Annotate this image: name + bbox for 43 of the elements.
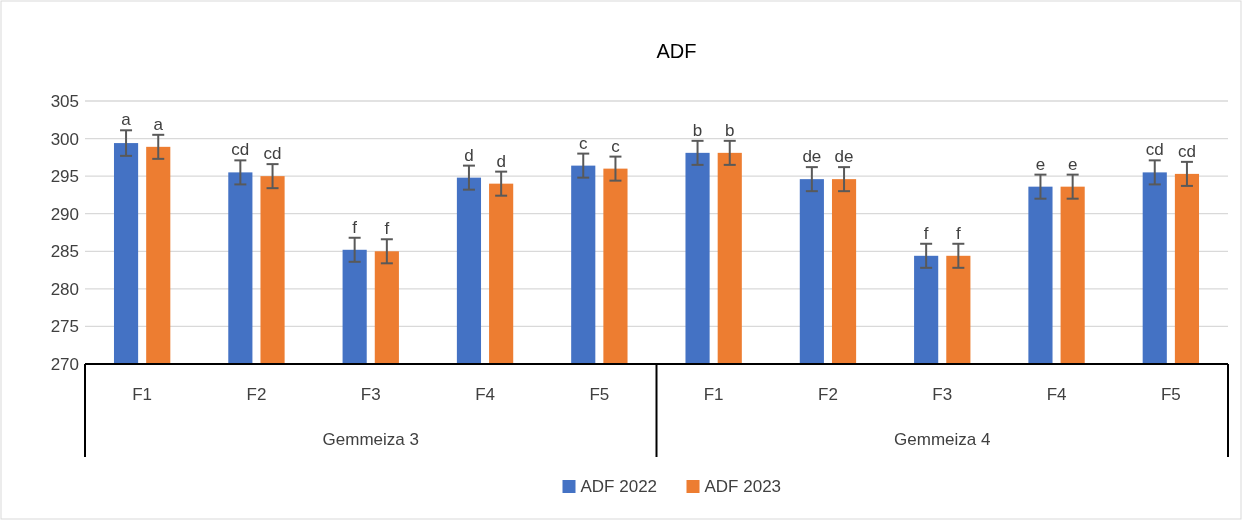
y-tick-label: 305: [50, 91, 79, 111]
data-label: a: [121, 110, 132, 130]
data-label: cd: [263, 144, 282, 164]
data-label: cd: [1145, 140, 1164, 160]
y-tick-label: 290: [50, 204, 79, 224]
x-tick-label: F3: [360, 385, 381, 404]
data-label: f: [384, 219, 390, 239]
data-label: c: [611, 136, 621, 156]
data-label: de: [802, 147, 822, 167]
x-tick-label: F4: [1046, 385, 1067, 404]
legend-label: ADF 2022: [580, 477, 658, 496]
y-tick-label: 300: [50, 129, 79, 149]
y-tick-label: 280: [50, 279, 79, 299]
data-label: cd: [231, 140, 250, 160]
y-tick-label: 275: [50, 317, 79, 337]
x-tick-label: F2: [818, 385, 838, 404]
data-label: cd: [1177, 141, 1196, 161]
data-label: de: [834, 147, 854, 167]
data-label: d: [496, 151, 506, 171]
text: Gemmeiza 3: [322, 430, 419, 449]
data-label: f: [923, 223, 929, 243]
legend-label: ADF 2023: [704, 477, 782, 496]
data-label: b: [692, 120, 703, 140]
data-label: c: [579, 133, 588, 153]
x-tick-label: F2: [246, 385, 267, 404]
data-label: b: [725, 120, 735, 140]
x-tick-label: F1: [703, 385, 724, 404]
data-label: f: [955, 223, 961, 243]
x-tick-label: F5: [1160, 385, 1181, 404]
data-label: e: [1067, 154, 1078, 174]
data-label: d: [464, 145, 474, 165]
y-tick-label: 295: [50, 167, 79, 187]
x-tick-label: F3: [932, 385, 953, 404]
data-label: a: [153, 114, 164, 134]
x-tick-label: F1: [132, 385, 153, 404]
text: Gemmeiza 4: [894, 430, 991, 449]
data-label: f: [352, 217, 358, 237]
y-tick-label: 285: [50, 242, 79, 262]
x-tick-label: F4: [475, 385, 495, 404]
x-tick-label: F5: [589, 385, 610, 404]
y-tick-label: 270: [50, 354, 79, 374]
chart-title: ADF: [656, 40, 697, 62]
data-label: e: [1035, 154, 1046, 174]
